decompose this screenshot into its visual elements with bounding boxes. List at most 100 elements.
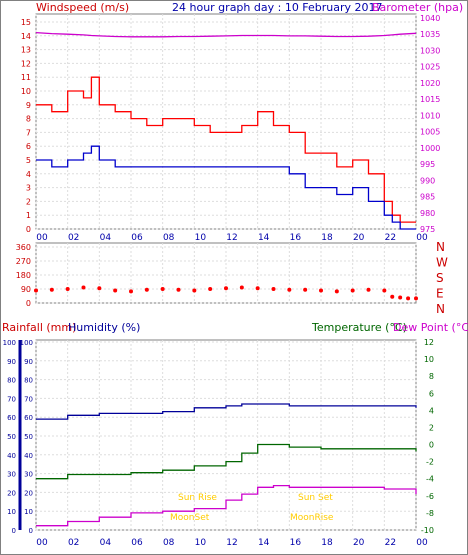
windspeed-tick-label: 11 — [21, 73, 31, 82]
temperature-tick-label: -4 — [426, 475, 434, 484]
windspeed-tick-label: 9 — [26, 101, 31, 110]
direction-point — [65, 287, 70, 291]
windspeed-tick-label: 5 — [26, 156, 31, 165]
direction-point — [382, 288, 387, 293]
rainfall-tick-label: 100 — [3, 339, 16, 347]
direction-tick-label: 0 — [26, 299, 31, 308]
temperature-tick-label: 12 — [424, 338, 434, 347]
time-tick-label: 10 — [195, 538, 207, 548]
direction-tick-label: 360 — [16, 243, 31, 252]
chart-title: 24 hour graph day : 10 February 2017 — [172, 1, 383, 14]
humidity-line — [36, 403, 417, 420]
direction-point — [176, 287, 181, 292]
barometer-tick-label: 975 — [420, 225, 435, 234]
dewpoint-axis-label: Dew Point (°C) — [393, 321, 468, 334]
time-tick-label: 02 — [68, 538, 79, 548]
direction-point — [34, 288, 38, 293]
time-tick-label: 10 — [195, 233, 207, 243]
barometer-tick-label: 1015 — [420, 95, 440, 104]
rainfall-tick-label: 90 — [7, 358, 16, 366]
direction-point — [406, 296, 411, 301]
direction-point — [255, 286, 260, 291]
time-tick-label: 00 — [416, 538, 428, 548]
direction-point — [129, 289, 133, 294]
barometer-axis-label: Barometer (hpa) — [372, 1, 463, 14]
time-tick-label: 18 — [321, 538, 333, 548]
barometer-tick-label: 1035 — [420, 30, 440, 39]
windspeed-tick-label: 13 — [21, 46, 31, 55]
humidity-tick-label: 30 — [24, 471, 33, 479]
direction-tick-label: 90 — [21, 285, 31, 294]
time-tick-label: 20 — [353, 538, 365, 548]
direction-point — [303, 287, 308, 292]
compass-label: N — [436, 302, 445, 316]
time-tick-label: 14 — [258, 233, 270, 243]
windspeed-tick-label: 7 — [26, 128, 31, 137]
temperature-tick-label: 0 — [429, 441, 434, 450]
windspeed-tick-label: 15 — [21, 18, 31, 27]
direction-point — [49, 287, 54, 292]
compass-label: W — [436, 256, 448, 270]
humidity-tick-label: 70 — [24, 395, 33, 403]
time-tick-label: 20 — [353, 233, 365, 243]
humidity-tick-label: 10 — [24, 508, 33, 516]
direction-point — [366, 287, 371, 292]
temperature-tick-label: -2 — [426, 458, 434, 467]
rainfall-tick-label: 0 — [12, 527, 16, 535]
rainfall-tick-label: 70 — [7, 395, 16, 403]
rainfall-tick-label: 80 — [7, 377, 16, 385]
barometer-tick-label: 1005 — [420, 128, 440, 137]
rainfall-tick-label: 10 — [7, 508, 16, 516]
time-tick-label: 02 — [68, 233, 79, 243]
direction-point — [144, 287, 149, 292]
barometer-tick-label: 1040 — [420, 14, 440, 23]
temperature-tick-label: -8 — [426, 509, 434, 518]
compass-label: N — [436, 240, 445, 254]
temperature-axis-label: Temperature (°C) — [311, 321, 407, 334]
direction-point — [224, 286, 228, 291]
temperature-tick-label: 4 — [429, 406, 434, 415]
windspeed-tick-label: 1 — [26, 211, 31, 220]
rainfall-tick-label: 30 — [7, 471, 16, 479]
rainfall-tick-label: 60 — [7, 414, 16, 422]
temperature-tick-label: 6 — [429, 389, 434, 398]
time-tick-label: 04 — [100, 233, 112, 243]
windspeed-tick-label: 8 — [26, 115, 31, 124]
windspeed-tick-label: 10 — [21, 87, 31, 96]
time-tick-label: 00 — [416, 233, 428, 243]
direction-point — [81, 285, 86, 290]
direction-tick-label: 180 — [16, 271, 31, 280]
barometer-tick-label: 995 — [420, 160, 435, 169]
humidity-axis-label: Humidity (%) — [68, 321, 140, 334]
time-tick-label: 14 — [258, 538, 270, 548]
direction-tick-label: 270 — [16, 257, 31, 266]
windspeed-tick-label: 0 — [26, 225, 31, 234]
time-tick-label: 18 — [321, 233, 333, 243]
barometer-tick-label: 1025 — [420, 63, 440, 72]
time-tick-label: 08 — [163, 233, 175, 243]
barometer-tick-label: 980 — [420, 209, 435, 218]
direction-point — [414, 296, 418, 301]
compass-label: E — [436, 287, 444, 301]
compass-label: S — [436, 271, 444, 285]
time-tick-label: 00 — [36, 538, 48, 548]
direction-point — [390, 294, 395, 299]
humidity-tick-label: 60 — [24, 414, 33, 422]
direction-point — [239, 285, 244, 290]
humidity-tick-label: 50 — [24, 433, 33, 441]
barometer-tick-label: 1010 — [420, 111, 440, 120]
windspeed-tick-label: 4 — [26, 170, 31, 179]
time-tick-label: 06 — [131, 233, 143, 243]
direction-point — [334, 289, 339, 294]
windspeed-tick-label: 12 — [21, 59, 31, 68]
humidity-tick-label: 80 — [24, 377, 33, 385]
time-tick-label: 12 — [226, 538, 237, 548]
direction-point — [319, 288, 323, 293]
temperature-tick-label: 8 — [429, 372, 434, 381]
humidity-tick-label: 0 — [29, 527, 33, 535]
time-tick-label: 22 — [385, 233, 396, 243]
windspeed-tick-label: 2 — [26, 197, 31, 206]
barometer-tick-label: 1020 — [420, 79, 440, 88]
